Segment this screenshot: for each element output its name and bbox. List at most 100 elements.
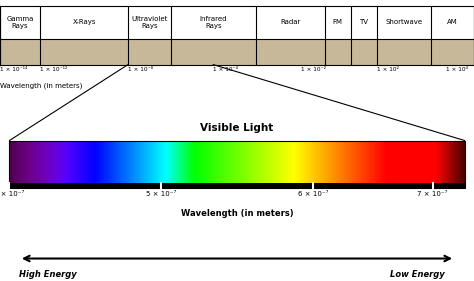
Bar <box>95 140 96 188</box>
Bar <box>177 140 178 188</box>
Bar <box>153 140 154 188</box>
Bar <box>138 140 139 188</box>
Bar <box>332 140 333 188</box>
Text: Radar: Radar <box>280 19 301 26</box>
Bar <box>172 140 173 188</box>
Bar <box>204 140 205 188</box>
Bar <box>388 140 389 188</box>
Bar <box>420 140 421 188</box>
Bar <box>391 140 392 188</box>
Bar <box>301 140 302 188</box>
Bar <box>261 140 262 188</box>
Bar <box>266 140 267 188</box>
Bar <box>190 140 191 188</box>
Bar <box>151 140 152 188</box>
Bar <box>57 140 58 188</box>
Bar <box>379 140 380 188</box>
Bar <box>282 140 283 188</box>
Text: 5 × 10⁻⁷: 5 × 10⁻⁷ <box>146 191 176 197</box>
Bar <box>137 140 138 188</box>
Bar <box>438 140 439 188</box>
Bar <box>323 140 324 188</box>
Bar <box>375 140 376 188</box>
Bar <box>414 140 415 188</box>
Bar <box>435 140 436 188</box>
Bar <box>312 140 313 188</box>
Bar <box>35 140 36 188</box>
Bar <box>147 140 148 188</box>
Bar <box>50 140 51 188</box>
Bar <box>244 140 245 188</box>
Bar <box>140 140 141 188</box>
Bar <box>175 140 176 188</box>
Bar <box>302 140 303 188</box>
Bar <box>156 140 157 188</box>
Text: 4 × 10⁻⁷: 4 × 10⁻⁷ <box>0 191 25 197</box>
Bar <box>156 140 157 188</box>
Bar <box>414 140 415 188</box>
Bar <box>249 140 250 188</box>
Bar <box>111 140 112 188</box>
Bar <box>125 140 126 188</box>
Bar <box>13 140 14 188</box>
Bar <box>372 140 373 188</box>
Bar <box>142 140 143 188</box>
Bar <box>236 140 237 188</box>
Text: Shortwave: Shortwave <box>385 19 423 26</box>
Bar <box>297 140 298 188</box>
Bar <box>395 140 396 188</box>
Bar <box>22 140 23 188</box>
Bar <box>0 39 474 65</box>
Bar <box>395 140 396 188</box>
Bar <box>141 140 142 188</box>
Bar <box>342 140 343 188</box>
Bar <box>319 140 320 188</box>
Bar <box>180 140 181 188</box>
Bar <box>352 140 353 188</box>
Bar <box>366 140 367 188</box>
Bar <box>434 140 435 188</box>
Bar <box>100 140 101 188</box>
Bar <box>442 140 443 188</box>
Bar <box>359 140 360 188</box>
Bar <box>118 140 119 188</box>
Bar <box>401 140 402 188</box>
Bar <box>145 140 146 188</box>
Bar <box>310 140 311 188</box>
Bar <box>331 140 332 188</box>
Bar <box>83 140 84 188</box>
Bar <box>143 140 144 188</box>
Bar <box>123 140 124 188</box>
Bar <box>380 140 381 188</box>
Bar <box>256 140 257 188</box>
Bar <box>416 140 417 188</box>
Bar <box>112 140 113 188</box>
Bar <box>109 140 110 188</box>
Bar <box>37 140 38 188</box>
Bar <box>117 140 118 188</box>
Bar <box>340 140 341 188</box>
Bar <box>69 140 70 188</box>
Bar <box>200 140 201 188</box>
Bar <box>412 140 413 188</box>
Bar <box>99 140 100 188</box>
Bar <box>165 140 166 188</box>
Bar <box>408 140 409 188</box>
Bar <box>401 140 402 188</box>
Bar <box>126 140 127 188</box>
Bar <box>308 140 309 188</box>
Bar <box>208 140 209 188</box>
Bar <box>54 140 55 188</box>
Bar <box>158 140 159 188</box>
Bar <box>420 140 421 188</box>
Bar <box>393 140 394 188</box>
Bar <box>30 140 31 188</box>
Bar <box>173 140 174 188</box>
Bar <box>214 140 215 188</box>
Bar <box>205 140 206 188</box>
Bar <box>33 140 34 188</box>
Bar <box>228 140 229 188</box>
Bar <box>129 140 130 188</box>
Text: Low Energy: Low Energy <box>390 270 445 279</box>
Bar <box>128 140 129 188</box>
